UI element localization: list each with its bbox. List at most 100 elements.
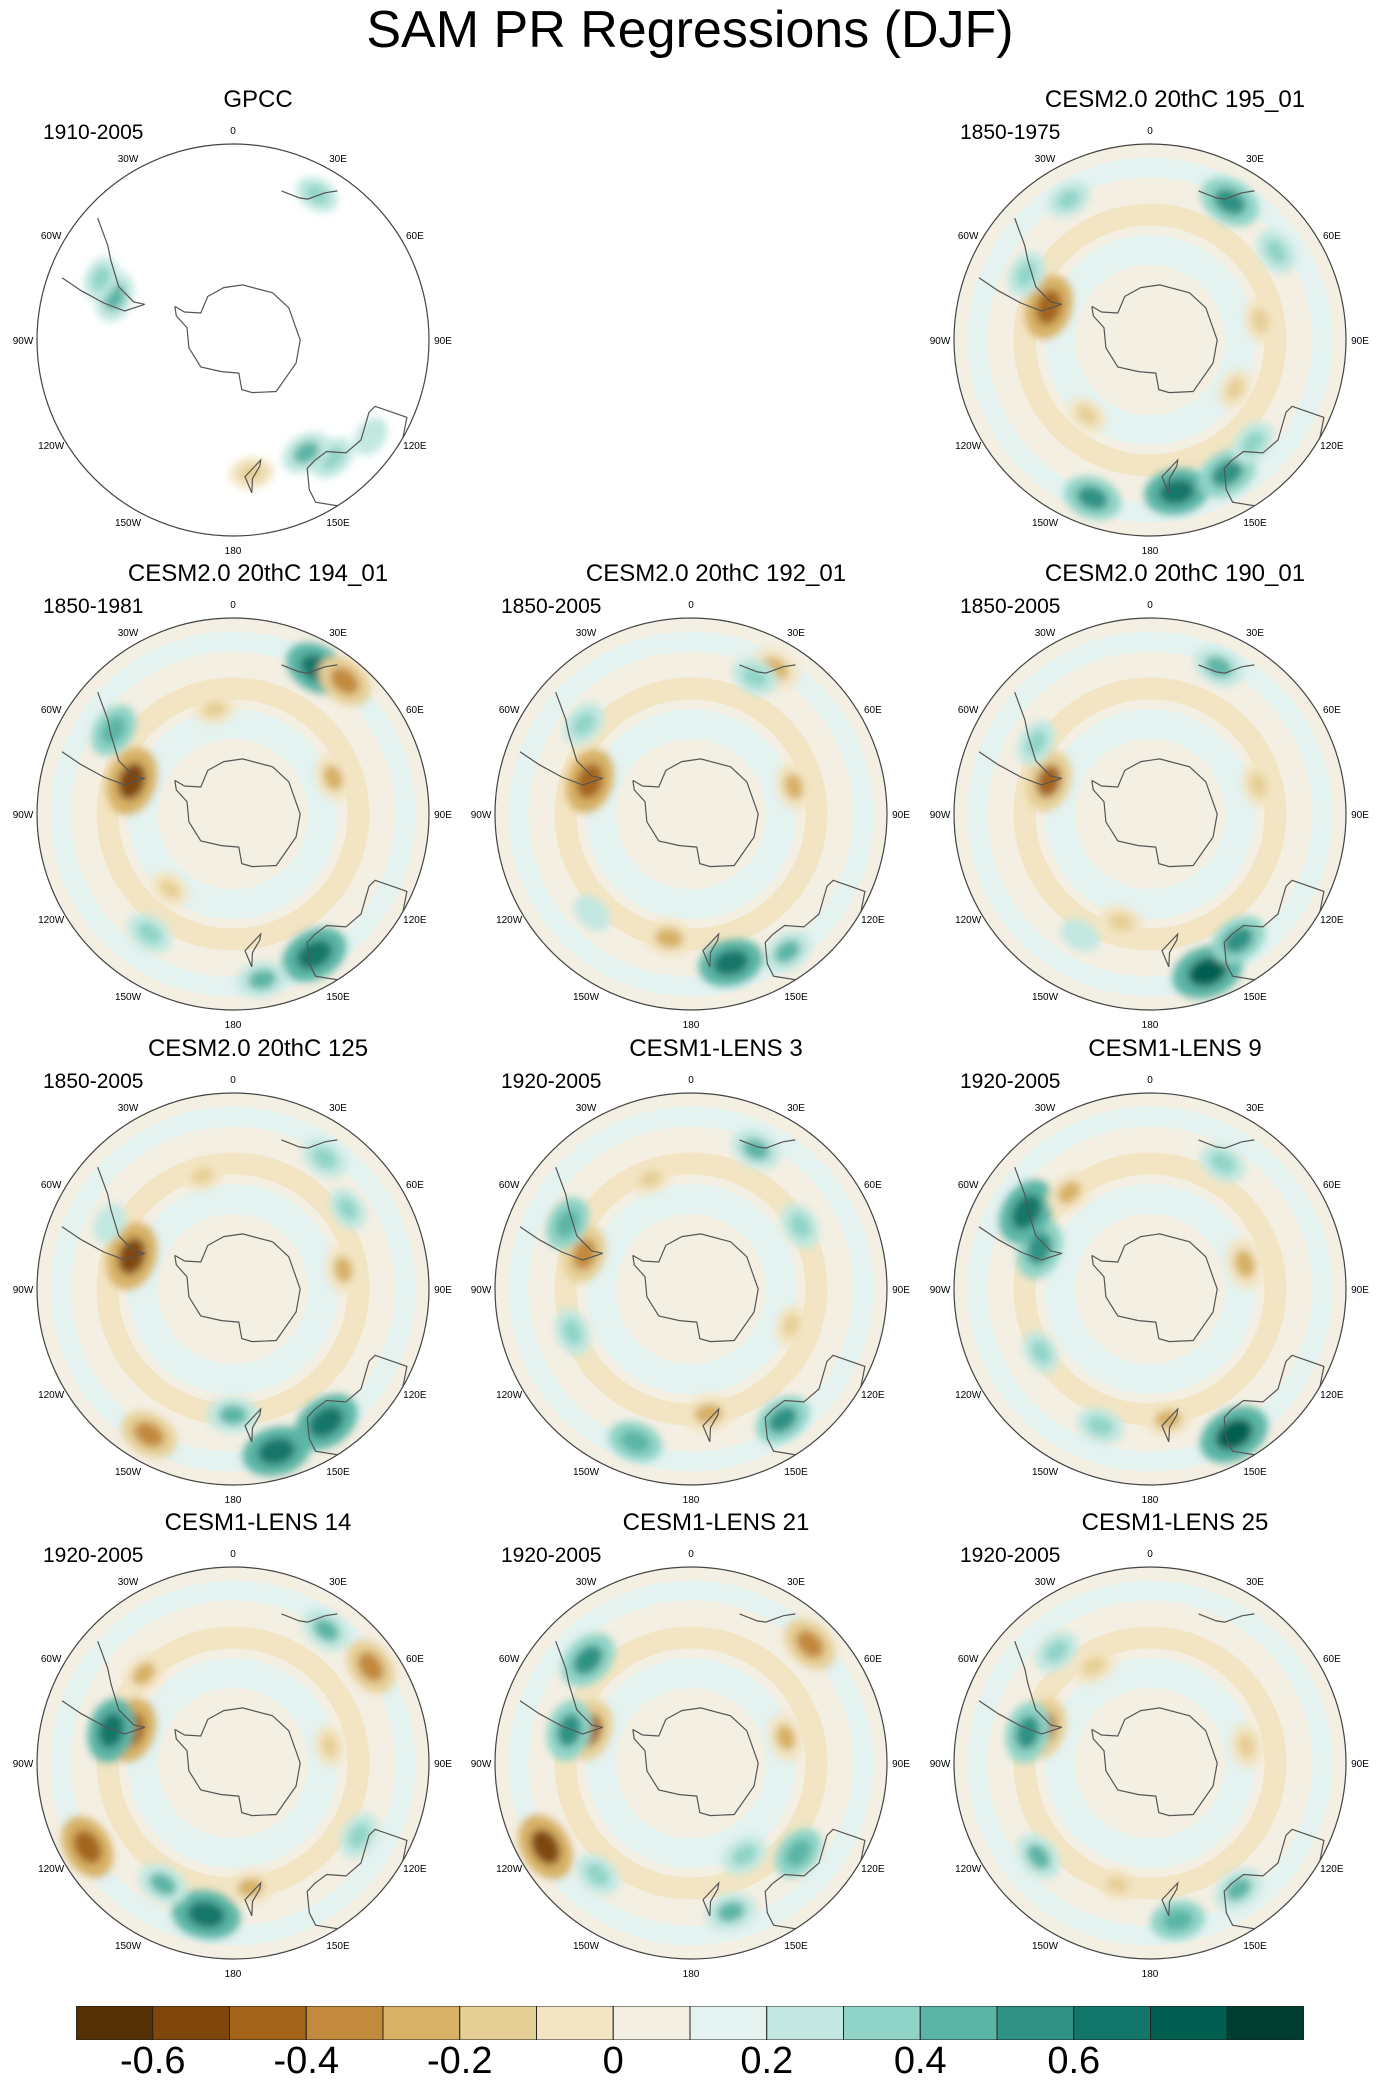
- anomaly-core: [654, 928, 684, 949]
- anomaly-core: [576, 763, 603, 799]
- coastline: [244, 1407, 262, 1443]
- coastline: [519, 1226, 603, 1261]
- anomaly-core: [1044, 1640, 1069, 1663]
- colorbar-tick-label: 0.2: [740, 2040, 794, 2082]
- lon-tick-label: 180: [225, 546, 242, 557]
- panel-period: 1910-2005: [43, 121, 144, 144]
- lon-tick-label: 150W: [573, 1941, 600, 1952]
- lon-tick-label: 150W: [115, 992, 142, 1003]
- panel-title: CESM1-LENS 21: [622, 1509, 810, 1536]
- coastline: [764, 1354, 866, 1462]
- anomaly-core: [337, 1197, 358, 1220]
- lon-tick-label: 120W: [496, 1390, 523, 1401]
- panel-title: CESM1-LENS 3: [629, 1035, 803, 1062]
- lon-tick-label: 30W: [576, 628, 597, 639]
- coastline: [61, 751, 145, 786]
- anomaly-core: [101, 716, 126, 745]
- map-panel-lens-25: CESM1-LENS 25 1920-2005 0 30E 60E 90E 120E 150E…: [930, 1509, 1380, 1980]
- anomaly-core: [1076, 405, 1098, 425]
- anomaly-core: [530, 1829, 561, 1865]
- map-panel-lens-9: CESM1-LENS 9 1920-2005 0 30E 60E 90E 120E 150E 1…: [930, 1035, 1380, 1506]
- lon-tick-label: 60W: [41, 1654, 62, 1665]
- lon-tick-label: 60W: [958, 231, 979, 242]
- lon-tick-label: 120E: [403, 1864, 427, 1875]
- anomaly-core: [1036, 764, 1062, 798]
- anomaly-core: [1076, 486, 1109, 510]
- coastline: [97, 1166, 145, 1254]
- anomaly-core: [785, 1839, 811, 1867]
- lon-tick-label: 120E: [861, 1864, 885, 1875]
- coastline: [61, 1700, 145, 1735]
- coastline: [306, 405, 408, 513]
- lon-tick-label: 30E: [329, 1103, 347, 1114]
- midlat-ring: [967, 1580, 1333, 1946]
- panel-period: 1920-2005: [501, 1070, 602, 1093]
- anomaly-core: [1108, 913, 1134, 932]
- coastline: [97, 1640, 145, 1728]
- anomaly-core: [296, 939, 332, 970]
- map-border: [953, 143, 1347, 537]
- lon-tick-label: 150E: [784, 1941, 808, 1952]
- polar-map: 0 30E 60E 90E 120E 150E 180 150W 120W 90W 60W 30W: [471, 1075, 911, 1506]
- anomaly-core: [308, 1406, 344, 1438]
- map-panel-cesm2-190: CESM2.0 20thC 190_01 1850-2005 0 30E 60E 90E 1…: [930, 560, 1380, 1031]
- lon-tick-label: 120W: [955, 915, 982, 926]
- lon-tick-label: 60W: [499, 1654, 520, 1665]
- lon-tick-label: 0: [688, 1075, 694, 1086]
- lon-tick-label: 0: [688, 1549, 694, 1560]
- coastline: [1161, 932, 1179, 968]
- lon-tick-label: 90W: [13, 336, 34, 347]
- coastline: [1223, 879, 1325, 987]
- polar-map: 0 30E 60E 90E 120E 150E 180 150W 120W 90W 60W 30W: [930, 126, 1370, 557]
- colorbar-svg: [76, 2006, 1304, 2040]
- map-panel-lens-3: CESM1-LENS 3 1920-2005 0 30E 60E 90E 120E 150E 1…: [471, 1035, 936, 1506]
- anomaly-core: [159, 879, 181, 899]
- panel-period: 1850-2005: [501, 595, 602, 618]
- positive-ring: [1044, 708, 1256, 920]
- anomaly-core: [1026, 1843, 1051, 1870]
- lon-tick-label: 150E: [1243, 1467, 1267, 1478]
- colorbar-tick-label: 0: [602, 2040, 624, 2082]
- lon-tick-label: 0: [688, 600, 694, 611]
- lon-tick-label: 60E: [1323, 705, 1341, 716]
- lon-tick-label: 60E: [1323, 1654, 1341, 1665]
- lon-tick-label: 30W: [118, 154, 139, 165]
- anomaly-core: [572, 1238, 597, 1271]
- lon-tick-label: 150W: [1032, 1941, 1059, 1952]
- anomaly-core: [1035, 289, 1062, 325]
- coastline: [1091, 758, 1218, 868]
- map-panel-cesm2-125: CESM2.0 20thC 125 1850-2005 0 30E 60E 90E 120E…: [13, 1035, 478, 1506]
- coastline: [1014, 1640, 1062, 1728]
- anomaly-core: [776, 1724, 796, 1751]
- lon-tick-label: 120E: [1320, 1864, 1344, 1875]
- anomaly-core: [1057, 189, 1081, 210]
- map-background: [37, 618, 429, 1010]
- coastline: [1014, 217, 1062, 305]
- lon-tick-label: 30W: [118, 628, 139, 639]
- colorbar-tick-label: -0.2: [427, 2040, 493, 2082]
- anomaly-core: [1069, 926, 1091, 945]
- anomaly-core: [789, 1213, 811, 1239]
- map-panel-cesm2-194: CESM2.0 20thC 194_01 1850-1981 0 30E 60E 90E 1…: [13, 560, 478, 1031]
- polar-map: 0 30E 60E 90E 120E 150E 180 150W 120W 90W 60W 30W: [13, 1075, 453, 1506]
- map-panel-lens-21: CESM1-LENS 21 1920-2005 0 30E 60E 90E 120E 150E…: [471, 1509, 936, 1980]
- lon-tick-label: 90E: [434, 1285, 452, 1296]
- lon-tick-label: 180: [1142, 1969, 1159, 1980]
- panel-period: 1850-1981: [43, 595, 144, 618]
- panel-title: CESM1-LENS 9: [1088, 1035, 1262, 1062]
- lon-tick-label: 90W: [471, 1285, 492, 1296]
- map-border: [36, 617, 430, 1011]
- colorbar-swatch: [843, 2006, 921, 2040]
- anomaly-core: [1234, 1249, 1255, 1278]
- anomaly-core: [357, 1651, 384, 1682]
- anomaly-core: [784, 773, 804, 800]
- lon-tick-label: 120W: [496, 1864, 523, 1875]
- coastline: [978, 1226, 1062, 1261]
- anomaly-core: [573, 1645, 603, 1675]
- lon-tick-label: 60W: [41, 231, 62, 242]
- anomaly-core: [1251, 308, 1269, 333]
- map-border: [494, 617, 888, 1011]
- lon-tick-label: 30E: [329, 628, 347, 639]
- colorbar-tick-label: 0.6: [1047, 2040, 1101, 2082]
- polar-map: 0 30E 60E 90E 120E 150E 180 150W 120W 90W 60W 30W: [471, 600, 911, 1031]
